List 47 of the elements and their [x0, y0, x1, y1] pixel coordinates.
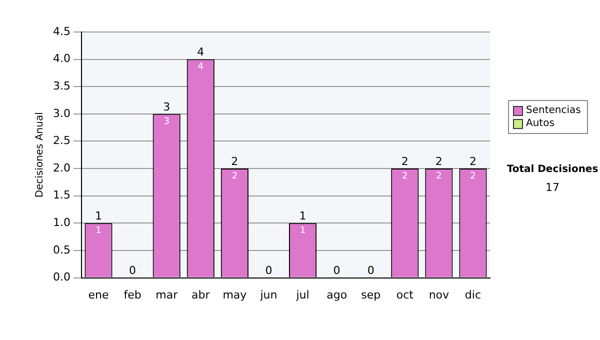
- x-tick-label: abr: [192, 288, 210, 302]
- x-tick-label: ago: [326, 288, 348, 302]
- legend-label: Autos: [526, 117, 554, 130]
- total-label: 3: [163, 100, 170, 114]
- x-tick-label: ene: [88, 288, 109, 302]
- y-tick-label: 3.0: [52, 106, 70, 120]
- data-label: 1: [96, 226, 102, 236]
- total-label: 0: [129, 264, 136, 278]
- y-tick-label: 3.5: [52, 79, 70, 92]
- total-label: 2: [435, 154, 442, 168]
- y-tick-label: 2.0: [52, 161, 70, 174]
- x-tick-label: feb: [124, 288, 142, 302]
- total-label: 2: [231, 154, 238, 168]
- total-label: 2: [469, 154, 476, 168]
- legend-label: Sentencias: [526, 104, 581, 117]
- data-label: 2: [232, 171, 238, 182]
- data-label: 2: [402, 171, 408, 182]
- data-label: 4: [198, 62, 204, 72]
- x-tick-label: dic: [464, 288, 482, 302]
- x-tick-label: may: [222, 288, 248, 302]
- total-label: 0: [333, 264, 340, 278]
- y-tick-label: 4.5: [52, 24, 70, 38]
- data-label: 3: [164, 116, 170, 127]
- total-label: 2: [401, 154, 408, 168]
- y-tick-label: 2.5: [52, 134, 70, 148]
- total-label: 0: [265, 264, 272, 278]
- y-tick-label: 0.0: [52, 270, 70, 284]
- y-tick-label: 4.0: [52, 52, 70, 66]
- x-tick-label: jun: [259, 288, 278, 302]
- x-tick-label: jul: [295, 288, 310, 302]
- total-label: 1: [299, 210, 306, 223]
- data-label: 2: [436, 171, 442, 182]
- text: Total Decisiones: [506, 164, 600, 175]
- total-label: 4: [197, 46, 204, 59]
- x-tick-label: oct: [396, 288, 414, 302]
- y-tick-label: 0.5: [52, 243, 70, 256]
- y-axis-title: Decisiones Anual: [34, 112, 46, 198]
- total-label: 1: [95, 210, 102, 223]
- x-tick-label: mar: [156, 288, 178, 302]
- data-label: 2: [470, 171, 476, 182]
- x-tick-label: nov: [428, 288, 450, 302]
- x-tick-label: sep: [361, 288, 381, 302]
- y-tick-label: 1.5: [52, 188, 70, 202]
- data-label: 1: [300, 226, 306, 236]
- text: 17: [544, 181, 560, 194]
- total-label: 0: [367, 264, 374, 278]
- y-tick-label: 1.0: [52, 216, 70, 230]
